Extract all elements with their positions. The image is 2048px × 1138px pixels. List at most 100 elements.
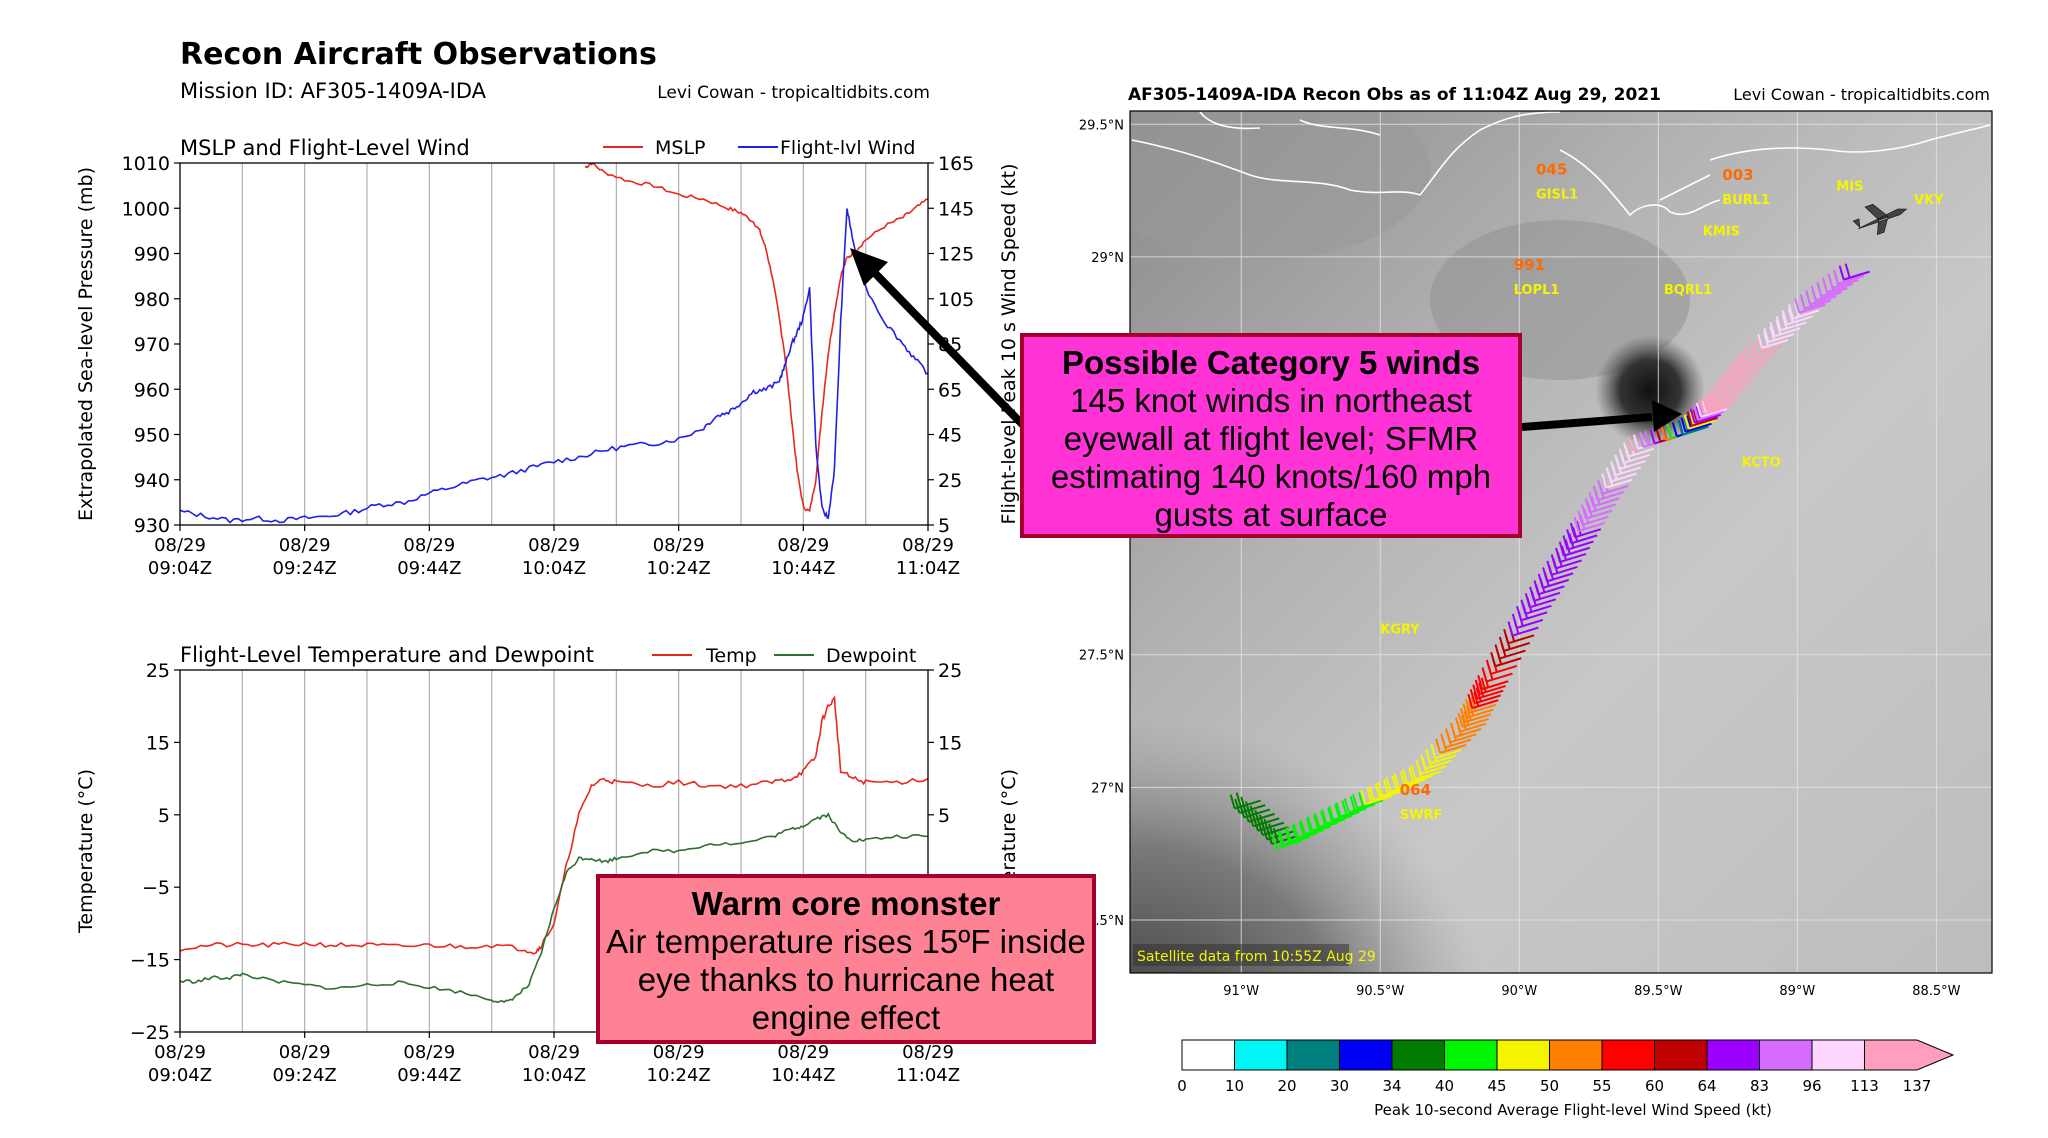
wind-barb [1581, 502, 1613, 520]
p2-legend-dew-label: Dewpoint [826, 645, 916, 667]
arrow-head-eyewall [1652, 400, 1682, 432]
lat-label: 29.5°N [1079, 118, 1124, 133]
x-tick-label-time: 09:24Z [273, 1065, 337, 1086]
colorbar-tick-label: 0 [1177, 1077, 1187, 1095]
p2-legend-temp-label: Temp [705, 645, 757, 667]
wind-barb [1321, 807, 1353, 825]
colorbar-cell [1811, 1039, 1865, 1071]
satellite-note-bg [1133, 944, 1349, 966]
colorbar-cell [1444, 1039, 1498, 1071]
map-title: AF305-1409A-IDA Recon Obs as of 11:04Z A… [1128, 85, 1661, 105]
p2-ylabel: Temperature (°C) [75, 769, 97, 934]
temp-line [180, 695, 928, 955]
cloud-band [1130, 111, 1430, 260]
y-tick-label: 1000 [122, 198, 170, 220]
wind-barb [1573, 514, 1605, 532]
p2-x-axis: 08/2909:04Z08/2909:24Z08/2909:44Z08/2910… [148, 1032, 960, 1086]
x-tick-label-date: 08/29 [403, 1042, 455, 1063]
x-tick-label-time: 09:44Z [397, 558, 461, 579]
x-tick-label-time: 10:44Z [771, 558, 835, 579]
y-tick-label: 990 [134, 244, 170, 266]
mslp-wind-chart: MSLP and Flight-Level Wind MSLP Flight-l… [75, 136, 1020, 579]
lat-label: 27.5°N [1079, 649, 1124, 664]
x-tick-label-date: 08/29 [902, 535, 954, 556]
colorbar-tick-label: 34 [1382, 1077, 1401, 1095]
coastline [1131, 111, 1991, 217]
colorbar-cell [1759, 1039, 1813, 1071]
wind-barb [1299, 817, 1332, 836]
wind-barb [1360, 787, 1392, 806]
y2-tick-label: 15 [938, 732, 962, 754]
colorbar-cell [1706, 1039, 1760, 1071]
x-tick-label-date: 08/29 [777, 1042, 829, 1063]
x-tick-label-time: 09:44Z [397, 1065, 461, 1086]
figure-title: Recon Aircraft Observations [180, 37, 657, 72]
station-kmis: KMIS [1703, 225, 1740, 240]
map-frame [1129, 110, 1993, 974]
station-id-label: SWRF [1400, 808, 1443, 823]
wind-barb [1569, 520, 1602, 539]
x-tick-label-date: 08/29 [154, 535, 206, 556]
aircraft-icon [1852, 203, 1908, 236]
station-pressure-label: 003 [1722, 166, 1753, 184]
wind-barb [1738, 349, 1770, 367]
colorbar-tick-label: 10 [1225, 1077, 1244, 1095]
station-id-label: BURL1 [1722, 193, 1770, 208]
wind-barb [1555, 545, 1587, 563]
colorbar-cell [1181, 1039, 1235, 1071]
y2-tick-label: 5 [938, 515, 950, 537]
callout-category-5-body: 145 knot winds in northeast eyewall at f… [1050, 382, 1492, 533]
x-tick-label-time: 10:24Z [647, 1065, 711, 1086]
y2-tick-label: 145 [938, 198, 974, 220]
y-tick-label: 930 [134, 515, 170, 537]
colorbar-cell [1654, 1039, 1708, 1071]
lon-label: 88.5°W [1912, 984, 1960, 999]
wind-barb [1474, 677, 1506, 695]
station-kgry: KGRY [1380, 623, 1420, 638]
station-id-label: GISL1 [1536, 188, 1578, 203]
wind-barb [1750, 337, 1783, 355]
x-tick-label-date: 08/29 [653, 1042, 705, 1063]
station-id-label: MIS [1836, 180, 1863, 195]
p1-legend-wind-label: Flight-lvl Wind [780, 137, 916, 159]
callout-warm-core: Warm core monster Air temperature rises … [596, 874, 1096, 1044]
colorbar-cell [1286, 1039, 1340, 1071]
arrow-to-eyewall [1521, 413, 1653, 431]
p1-title: MSLP and Flight-Level Wind [180, 136, 470, 160]
wind-barb [1566, 527, 1598, 545]
station-pressure-label: 064 [1400, 781, 1431, 799]
x-tick-label-date: 08/29 [777, 535, 829, 556]
wind-barb [1788, 302, 1820, 320]
wind-barb [1314, 810, 1346, 829]
wind-barb [1462, 701, 1494, 719]
y-tick-label: 15 [146, 732, 170, 754]
wind-barb [1562, 533, 1594, 551]
lon-label: 89°W [1779, 984, 1815, 999]
station-id-label: KGRY [1380, 623, 1420, 638]
callout-warm-core-heading: Warm core monster [691, 885, 1001, 922]
wind-barb [1328, 803, 1360, 822]
x-tick-label-date: 08/29 [902, 1042, 954, 1063]
x-tick-label-date: 08/29 [528, 535, 580, 556]
y2-tick-label: 105 [938, 289, 974, 311]
p1-x-axis: 08/2909:04Z08/2909:24Z08/2909:44Z08/2910… [148, 525, 960, 579]
temperature-chart: Flight-Level Temperature and Dewpoint Te… [75, 643, 1020, 1086]
station-burl1: BURL1 003 [1722, 166, 1770, 208]
flight-track [1229, 263, 1870, 850]
lon-label: 89.5°W [1634, 984, 1682, 999]
wind-barb [1385, 775, 1417, 793]
wind-barb [1393, 771, 1426, 789]
station-swrf: SWRF 064 [1400, 781, 1443, 823]
p1-y2label: Flight-level Peak 10 s Wind Speed (kt) [998, 163, 1020, 524]
x-tick-label-date: 08/29 [403, 535, 455, 556]
y-tick-label: 940 [134, 470, 170, 492]
colorbar-tick-label: 40 [1435, 1077, 1454, 1095]
x-tick-label-time: 10:04Z [522, 1065, 586, 1086]
x-tick-label-time: 10:24Z [647, 558, 711, 579]
colorbar-cell [1234, 1039, 1288, 1071]
colorbar-tick-label: 55 [1592, 1077, 1611, 1095]
wind-barb [1459, 705, 1492, 724]
wind-barb [1278, 828, 1310, 846]
station-id-label: LOPL1 [1514, 283, 1560, 298]
wind-barb [1464, 696, 1497, 714]
